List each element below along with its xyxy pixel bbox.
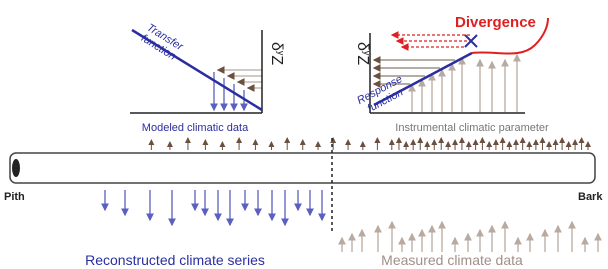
caption: Instrumental climatic parameter: [395, 122, 549, 134]
layer: [30, 35, 598, 252]
tree-core: [10, 153, 595, 183]
pith: [12, 159, 20, 177]
axis-label-part: δ: [354, 42, 371, 51]
axis-label-part: δ: [268, 42, 285, 51]
axis-label-part: Z: [354, 55, 371, 65]
pith-label: Pith: [4, 191, 25, 203]
curve-label: Responsefunction: [355, 73, 410, 117]
axis-label: δyZ: [354, 42, 372, 65]
divergence-label: Divergence: [455, 14, 536, 31]
axis-label: δyZ: [268, 42, 286, 65]
diagram: Transferfunction δyZ Modeled climatic da…: [0, 0, 608, 269]
axis-label-part: Z: [268, 55, 285, 65]
bottom-label: Reconstructed climate series: [85, 252, 265, 268]
bark-label: Bark: [578, 191, 603, 203]
caption: Modeled climatic data: [142, 122, 249, 134]
bottom-label: Measured climate data: [381, 252, 523, 268]
